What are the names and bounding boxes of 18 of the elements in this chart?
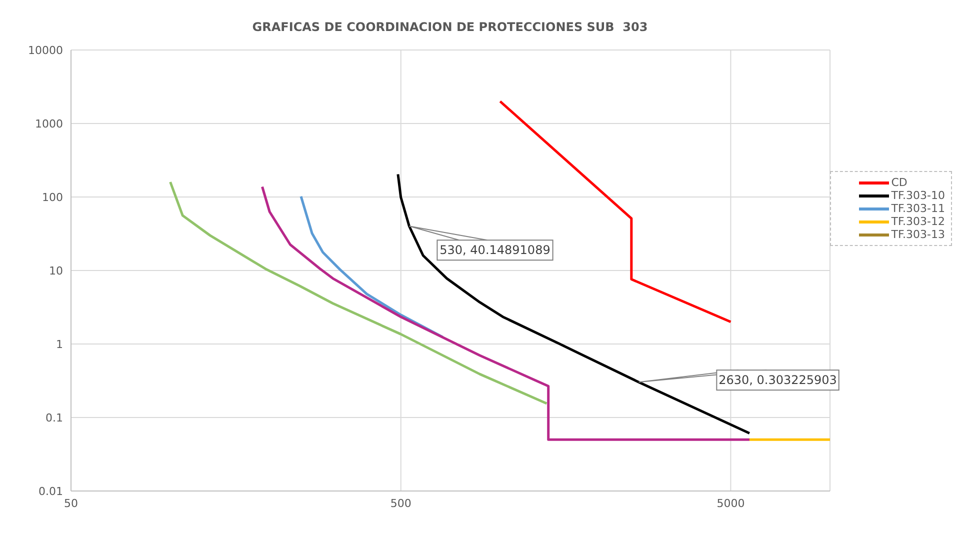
x-tick-label: 500 [390, 496, 412, 510]
y-tick-label: 1000 [35, 117, 63, 130]
y-tick-label: 10000 [28, 44, 63, 57]
legend-label: TF.303-10 [891, 189, 945, 202]
x-tick-label: 5000 [716, 496, 745, 510]
annotation: 530, 40.14891089 [440, 243, 550, 258]
legend-label: CD [891, 176, 908, 189]
y-tick-label: 10 [49, 264, 63, 278]
legend-label: TF.303-11 [891, 202, 945, 215]
legend-label: TF.303-13 [891, 228, 945, 241]
y-tick-label: 0.1 [46, 411, 63, 424]
y-tick-label: 0.01 [38, 484, 63, 498]
chart-title: GRAFICAS DE COORDINACION DE PROTECCIONES SUB 303 [251, 20, 649, 34]
y-tick-label: 100 [42, 190, 63, 204]
legend-label: TF.303-12 [891, 215, 945, 228]
annotation: 2630, 0.303225903 [718, 373, 837, 388]
x-tick-label: 50 [64, 496, 78, 510]
y-tick-label: 1 [56, 338, 63, 351]
